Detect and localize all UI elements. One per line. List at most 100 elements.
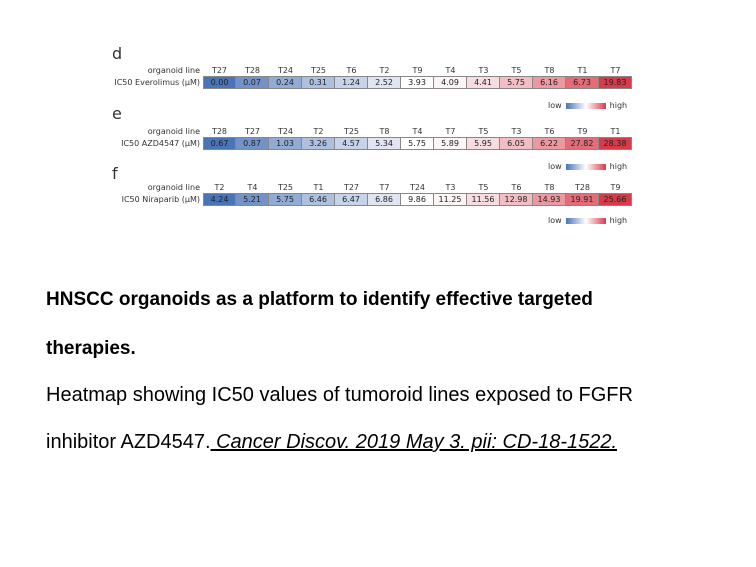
header-row-f: organoid line T2 T4 T25 T1 T27 T7 T24 T3 T5 T6 T8 T… [0, 181, 756, 193]
heatmap-cell: 14.93 [533, 192, 566, 206]
category-label: T6 [511, 182, 522, 192]
heatmap-cell: 6.47 [335, 192, 368, 206]
category-label: T3 [478, 65, 489, 75]
category-label: T28 [574, 182, 591, 192]
category-label: T4 [412, 126, 423, 136]
heatmap-cell: 3.93 [401, 75, 434, 89]
legend-low-label: low [548, 162, 562, 171]
legend-e: low high [548, 162, 627, 171]
caption-body-line-1: Heatmap showing IC50 values of tumoroid … [46, 384, 633, 406]
caption-body-prefix: inhibitor AZD4547. [46, 431, 211, 453]
heatmap-cell: 0.31 [302, 75, 335, 89]
heatmap-cell: 4.24 [203, 192, 236, 206]
heatmap-cell: 27.82 [566, 136, 599, 150]
category-label: T1 [313, 182, 324, 192]
category-headers-d: T27 T28 T24 T25 T6 T2 T9 T4 T3 T5 T8 T1 T7 [203, 66, 632, 75]
heatmap-cell: 28.38 [599, 136, 632, 150]
heatmap-cell: 4.41 [467, 75, 500, 89]
heatmap-cell: 6.22 [533, 136, 566, 150]
category-label: T5 [511, 65, 522, 75]
category-label: T6 [346, 65, 357, 75]
category-label: T8 [544, 65, 555, 75]
heatmap-cell: 5.75 [401, 136, 434, 150]
heatmap-cell: 0.00 [203, 75, 236, 89]
row-header-label-f: organoid line [147, 182, 200, 192]
panel-letter-f: f [112, 164, 118, 183]
heatmap-cell: 4.09 [434, 75, 467, 89]
category-label: T2 [379, 65, 390, 75]
category-label: T25 [343, 126, 360, 136]
heatmap-cell: 1.03 [269, 136, 302, 150]
legend-d: low high [548, 101, 627, 110]
legend-gradient [565, 163, 606, 170]
category-label: T4 [445, 65, 456, 75]
category-label: T5 [478, 126, 489, 136]
category-headers-f: T2 T4 T25 T1 T27 T7 T24 T3 T5 T6 T8 T28 T9 [203, 183, 632, 192]
header-row-e: organoid line T28 T27 T24 T2 T25 T8 T4 T7 T5 T3 T6… [0, 125, 756, 137]
heatmap-cell: 6.16 [533, 75, 566, 89]
heatmap-cell: 1.24 [335, 75, 368, 89]
category-label: T3 [445, 182, 456, 192]
heatmap-cell: 5.34 [368, 136, 401, 150]
category-label: T8 [379, 126, 390, 136]
legend-low-label: low [548, 101, 562, 110]
category-label: T7 [445, 126, 456, 136]
row-label-d: IC50 Everolimus (µM) [114, 77, 200, 87]
category-label: T24 [277, 65, 294, 75]
category-label: T9 [610, 182, 621, 192]
heatmap-cell: 9.86 [401, 192, 434, 206]
heatmap-cell: 19.83 [599, 75, 632, 89]
citation-link[interactable]: Cancer Discov. 2019 May 3. pii: CD-18-15… [210, 431, 618, 453]
row-label-e: IC50 AZD4547 (µM) [121, 138, 200, 148]
heatmap-cell: 6.73 [566, 75, 599, 89]
category-label: T2 [214, 182, 225, 192]
row-header-label-d: organoid line [147, 65, 200, 75]
category-label: T28 [211, 126, 228, 136]
value-row-f: IC50 Niraparib (µM) 4.24 5.21 5.75 6.46 6.47… [0, 192, 756, 206]
legend-f: low high [548, 216, 627, 225]
heatmap-cell: 0.87 [236, 136, 269, 150]
legend-high-label: high [609, 162, 628, 171]
legend-gradient [565, 217, 606, 224]
category-label: T27 [343, 182, 360, 192]
category-label: T1 [577, 65, 588, 75]
legend-low-label: low [548, 216, 562, 225]
category-label: T25 [277, 182, 294, 192]
value-row-e: IC50 AZD4547 (µM) 0.67 0.87 1.03 3.26 4.57 5.… [0, 136, 756, 150]
category-label: T28 [244, 65, 261, 75]
heatmap-cell: 5.75 [269, 192, 302, 206]
category-label: T6 [544, 126, 555, 136]
caption-title-line-2: therapies. [46, 338, 136, 359]
heatmap-cell: 12.98 [500, 192, 533, 206]
heatmap-cell: 5.21 [236, 192, 269, 206]
heatmap-cell: 6.86 [368, 192, 401, 206]
heatmap-cell: 0.07 [236, 75, 269, 89]
heatmap-cell: 3.26 [302, 136, 335, 150]
heatmap-cell: 6.05 [500, 136, 533, 150]
caption-body-line-2: inhibitor AZD4547. Cancer Discov. 2019 M… [46, 431, 617, 454]
legend-high-label: high [609, 216, 628, 225]
heatmap-cell: 4.57 [335, 136, 368, 150]
panel-letter-e: e [112, 104, 122, 123]
category-label: T27 [211, 65, 228, 75]
category-label: T7 [610, 65, 621, 75]
heatmap-cell: 11.56 [467, 192, 500, 206]
category-label: T9 [577, 126, 588, 136]
category-label: T24 [409, 182, 426, 192]
heatmap-cell: 0.67 [203, 136, 236, 150]
panel-letter-d: d [112, 44, 123, 63]
heatmap-cell: 11.25 [434, 192, 467, 206]
category-label: T1 [610, 126, 621, 136]
value-row-d: IC50 Everolimus (µM) 0.00 0.07 0.24 0.31 1.2… [0, 75, 756, 89]
heatmap-cell: 0.24 [269, 75, 302, 89]
heatmap-cell: 5.95 [467, 136, 500, 150]
heatmap-cell: 5.89 [434, 136, 467, 150]
category-label: T5 [478, 182, 489, 192]
heatmap-cells-f: 4.24 5.21 5.75 6.46 6.47 6.86 9.86 11.25 11.56 12… [203, 192, 632, 206]
legend-high-label: high [609, 101, 628, 110]
header-row-d: organoid line T27 T28 T24 T25 T6 T2 T9 T4 T3 T5 T8… [0, 64, 756, 76]
category-label: T2 [313, 126, 324, 136]
legend-gradient [565, 102, 606, 109]
category-label: T8 [544, 182, 555, 192]
heatmap-cells-d: 0.00 0.07 0.24 0.31 1.24 2.52 3.93 4.09 4.41 5.75… [203, 75, 632, 89]
